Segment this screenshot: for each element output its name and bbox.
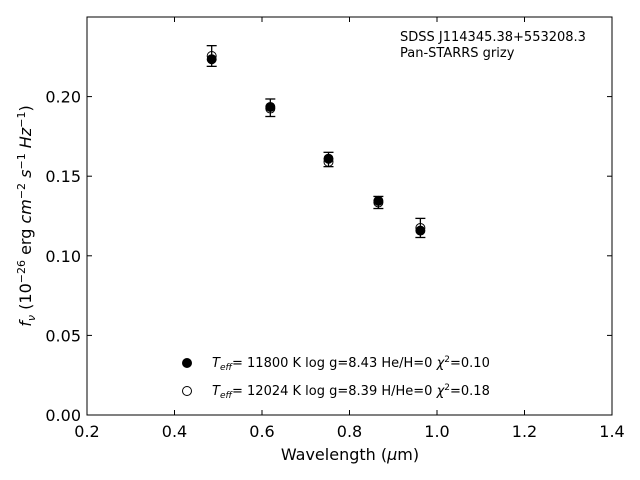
y-tick-label: 0.15: [45, 167, 81, 186]
model-point-filled: [323, 153, 334, 164]
model-point-open: [206, 51, 217, 62]
y-axis-label: fν (10−26 erg cm−2 s−1 Hz−1): [15, 105, 38, 326]
x-tick-label: 0.2: [74, 422, 99, 441]
x-tick-label: 0.6: [249, 422, 274, 441]
legend-marker-open: [182, 386, 192, 396]
model-point-open: [265, 103, 276, 114]
model-point-filled: [206, 54, 217, 65]
x-tick-label: 1.4: [599, 422, 624, 441]
x-tick-label: 1.2: [512, 422, 537, 441]
y-tick-label: 0.10: [45, 247, 81, 266]
annotation-object: SDSS J114345.38+553208.3: [400, 30, 586, 45]
y-tick-label: 0.00: [45, 406, 81, 425]
legend-entry-1: Teff= 11800 K log g=8.43 He/H=0 χ2=0.10: [212, 355, 490, 373]
model-point-open: [415, 222, 426, 233]
y-tick-label: 0.20: [45, 88, 81, 107]
x-tick-label: 1.0: [424, 422, 449, 441]
model-point-filled: [415, 225, 426, 236]
x-tick-label: 0.8: [337, 422, 362, 441]
y-tick-label: 0.05: [45, 326, 81, 345]
model-point-open: [373, 197, 384, 208]
x-axis-label: Wavelength (μm): [281, 445, 419, 464]
annotation-survey: Pan-STARRS grizy: [400, 46, 515, 61]
legend-marker-filled: [182, 358, 192, 368]
legend: Teff= 11800 K log g=8.43 He/H=0 χ2=0.10 …: [182, 355, 490, 401]
model-point-open: [323, 156, 334, 167]
legend-entry-2: Teff= 12024 K log g=8.39 H/He=0 χ2=0.18: [212, 383, 490, 401]
x-tick-label: 0.4: [162, 422, 187, 441]
